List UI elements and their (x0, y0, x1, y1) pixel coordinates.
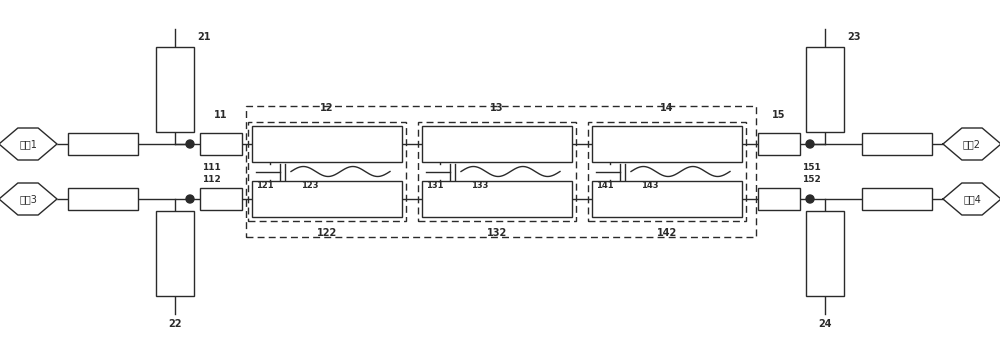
Bar (592, 181, 742, 217)
Text: 121: 121 (256, 181, 274, 190)
Polygon shape (943, 183, 1000, 215)
Bar (806, 47, 844, 132)
Text: 端口2: 端口2 (963, 139, 981, 149)
Polygon shape (0, 183, 57, 215)
Text: 131: 131 (426, 181, 444, 190)
Bar (418, 122, 576, 221)
Text: 21: 21 (197, 32, 210, 42)
Text: 端口4: 端口4 (963, 194, 981, 204)
Polygon shape (943, 128, 1000, 160)
Bar (68, 188, 138, 210)
Text: 142: 142 (657, 228, 677, 238)
Bar (592, 126, 742, 162)
Bar (422, 181, 572, 217)
Text: 13: 13 (490, 103, 504, 113)
Text: 23: 23 (847, 32, 860, 42)
Circle shape (806, 195, 814, 203)
Bar (806, 211, 844, 296)
Bar (200, 133, 242, 155)
Bar (248, 122, 406, 221)
Bar (588, 122, 746, 221)
Text: 端口3: 端口3 (19, 194, 37, 204)
Text: 151: 151 (802, 162, 821, 171)
Bar (862, 133, 932, 155)
Text: 111: 111 (202, 162, 221, 171)
Text: 123: 123 (301, 181, 318, 190)
Text: 14: 14 (660, 103, 674, 113)
Bar (252, 126, 402, 162)
Bar (252, 181, 402, 217)
Circle shape (186, 140, 194, 148)
Text: 11: 11 (214, 110, 228, 120)
Text: 152: 152 (802, 176, 821, 184)
Bar (200, 188, 242, 210)
Bar (422, 126, 572, 162)
Text: 112: 112 (202, 176, 221, 184)
Text: 端口1: 端口1 (19, 139, 37, 149)
Bar (862, 188, 932, 210)
Text: 133: 133 (471, 181, 488, 190)
Bar (758, 133, 800, 155)
Bar (758, 188, 800, 210)
Bar (68, 133, 138, 155)
Text: 122: 122 (317, 228, 337, 238)
Text: 24: 24 (818, 319, 832, 329)
Circle shape (186, 195, 194, 203)
Bar (156, 47, 194, 132)
Text: 132: 132 (487, 228, 507, 238)
Bar (246, 106, 756, 237)
Circle shape (806, 140, 814, 148)
Text: 141: 141 (596, 181, 614, 190)
Polygon shape (0, 128, 57, 160)
Text: 15: 15 (772, 110, 786, 120)
Text: 143: 143 (641, 181, 658, 190)
Text: 22: 22 (168, 319, 182, 329)
Bar (156, 211, 194, 296)
Text: 12: 12 (320, 103, 334, 113)
